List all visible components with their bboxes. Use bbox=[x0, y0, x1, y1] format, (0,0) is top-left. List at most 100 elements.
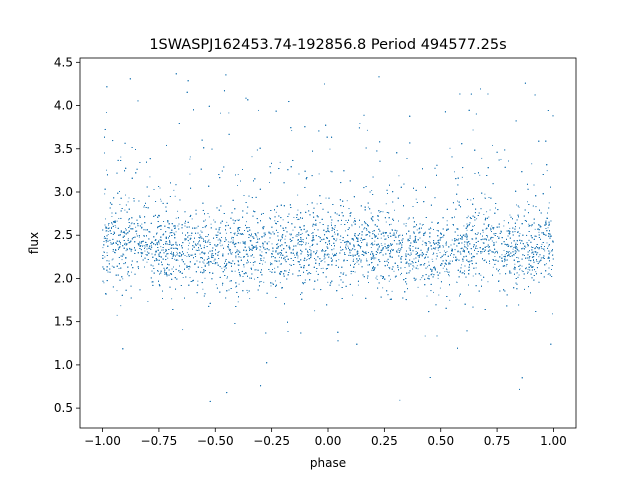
data-point bbox=[125, 194, 126, 196]
data-point bbox=[537, 228, 538, 230]
data-point bbox=[307, 255, 309, 257]
data-point bbox=[512, 248, 514, 250]
data-point bbox=[208, 239, 210, 241]
data-point bbox=[394, 236, 396, 238]
data-point bbox=[351, 249, 352, 251]
data-point bbox=[413, 266, 415, 268]
data-point bbox=[177, 253, 179, 255]
data-point bbox=[378, 220, 380, 222]
data-point bbox=[288, 245, 290, 247]
data-point bbox=[106, 230, 108, 231]
data-point bbox=[514, 263, 516, 265]
data-point bbox=[233, 233, 235, 234]
data-point bbox=[498, 236, 500, 238]
data-point bbox=[196, 227, 198, 229]
data-point bbox=[446, 269, 448, 271]
data-point bbox=[151, 244, 153, 246]
data-point bbox=[273, 232, 275, 234]
data-point bbox=[485, 197, 487, 199]
data-point bbox=[144, 250, 146, 252]
data-point bbox=[243, 242, 245, 244]
data-point bbox=[381, 245, 383, 246]
data-point bbox=[220, 112, 221, 114]
data-point bbox=[219, 227, 221, 228]
data-point bbox=[405, 222, 407, 224]
data-point bbox=[537, 252, 539, 253]
data-point bbox=[113, 242, 114, 244]
data-point bbox=[274, 267, 276, 269]
data-point bbox=[463, 248, 465, 250]
data-point bbox=[508, 245, 510, 247]
data-point bbox=[363, 228, 365, 230]
data-point bbox=[289, 247, 291, 248]
data-point bbox=[492, 237, 494, 239]
data-point bbox=[297, 257, 299, 259]
data-point bbox=[527, 273, 528, 274]
data-point bbox=[513, 247, 515, 248]
data-point bbox=[201, 267, 203, 268]
data-point bbox=[492, 266, 494, 268]
data-point bbox=[518, 206, 520, 208]
data-point bbox=[113, 231, 115, 233]
data-point bbox=[377, 248, 379, 250]
data-point bbox=[106, 169, 107, 171]
data-point bbox=[487, 236, 488, 238]
data-point bbox=[156, 242, 158, 244]
data-point bbox=[354, 263, 356, 265]
data-point bbox=[367, 206, 369, 208]
scatter-points bbox=[102, 73, 554, 402]
data-point bbox=[292, 229, 294, 231]
data-point bbox=[343, 272, 345, 274]
data-point bbox=[435, 258, 437, 260]
data-point bbox=[413, 258, 415, 260]
data-point bbox=[433, 291, 434, 293]
data-point bbox=[421, 253, 423, 255]
data-point bbox=[437, 249, 439, 251]
data-point bbox=[505, 265, 507, 267]
data-point bbox=[421, 277, 423, 279]
data-point bbox=[461, 264, 463, 266]
data-point bbox=[370, 243, 372, 245]
data-point bbox=[200, 230, 202, 232]
data-point bbox=[481, 157, 483, 159]
data-point bbox=[351, 224, 353, 226]
data-point bbox=[416, 265, 418, 267]
data-point bbox=[445, 259, 447, 261]
data-point bbox=[538, 231, 540, 233]
data-point bbox=[105, 218, 106, 220]
data-point bbox=[217, 239, 219, 241]
data-point bbox=[103, 269, 105, 270]
data-point bbox=[120, 230, 122, 231]
data-point bbox=[307, 242, 309, 244]
data-point bbox=[377, 233, 379, 235]
data-point bbox=[279, 256, 280, 258]
data-point bbox=[131, 271, 133, 273]
data-point bbox=[207, 240, 209, 242]
data-point bbox=[547, 245, 549, 247]
data-point bbox=[177, 259, 179, 261]
data-point bbox=[430, 228, 432, 230]
data-point bbox=[274, 280, 276, 282]
data-point bbox=[131, 228, 133, 230]
data-point bbox=[470, 199, 472, 201]
data-point bbox=[475, 267, 477, 269]
data-point bbox=[302, 241, 304, 243]
data-point bbox=[518, 257, 520, 259]
data-point bbox=[227, 241, 229, 243]
data-point bbox=[263, 281, 265, 283]
data-point bbox=[389, 268, 391, 270]
data-point bbox=[438, 294, 440, 296]
data-point bbox=[220, 245, 222, 247]
data-point bbox=[213, 219, 215, 221]
data-point bbox=[277, 243, 279, 245]
data-point bbox=[221, 244, 223, 246]
data-point bbox=[491, 240, 493, 242]
data-point bbox=[430, 245, 432, 247]
data-point bbox=[518, 274, 520, 276]
data-point bbox=[126, 247, 128, 249]
data-point bbox=[458, 239, 459, 241]
data-point bbox=[437, 277, 439, 279]
data-point bbox=[461, 272, 463, 274]
data-point bbox=[213, 260, 215, 262]
